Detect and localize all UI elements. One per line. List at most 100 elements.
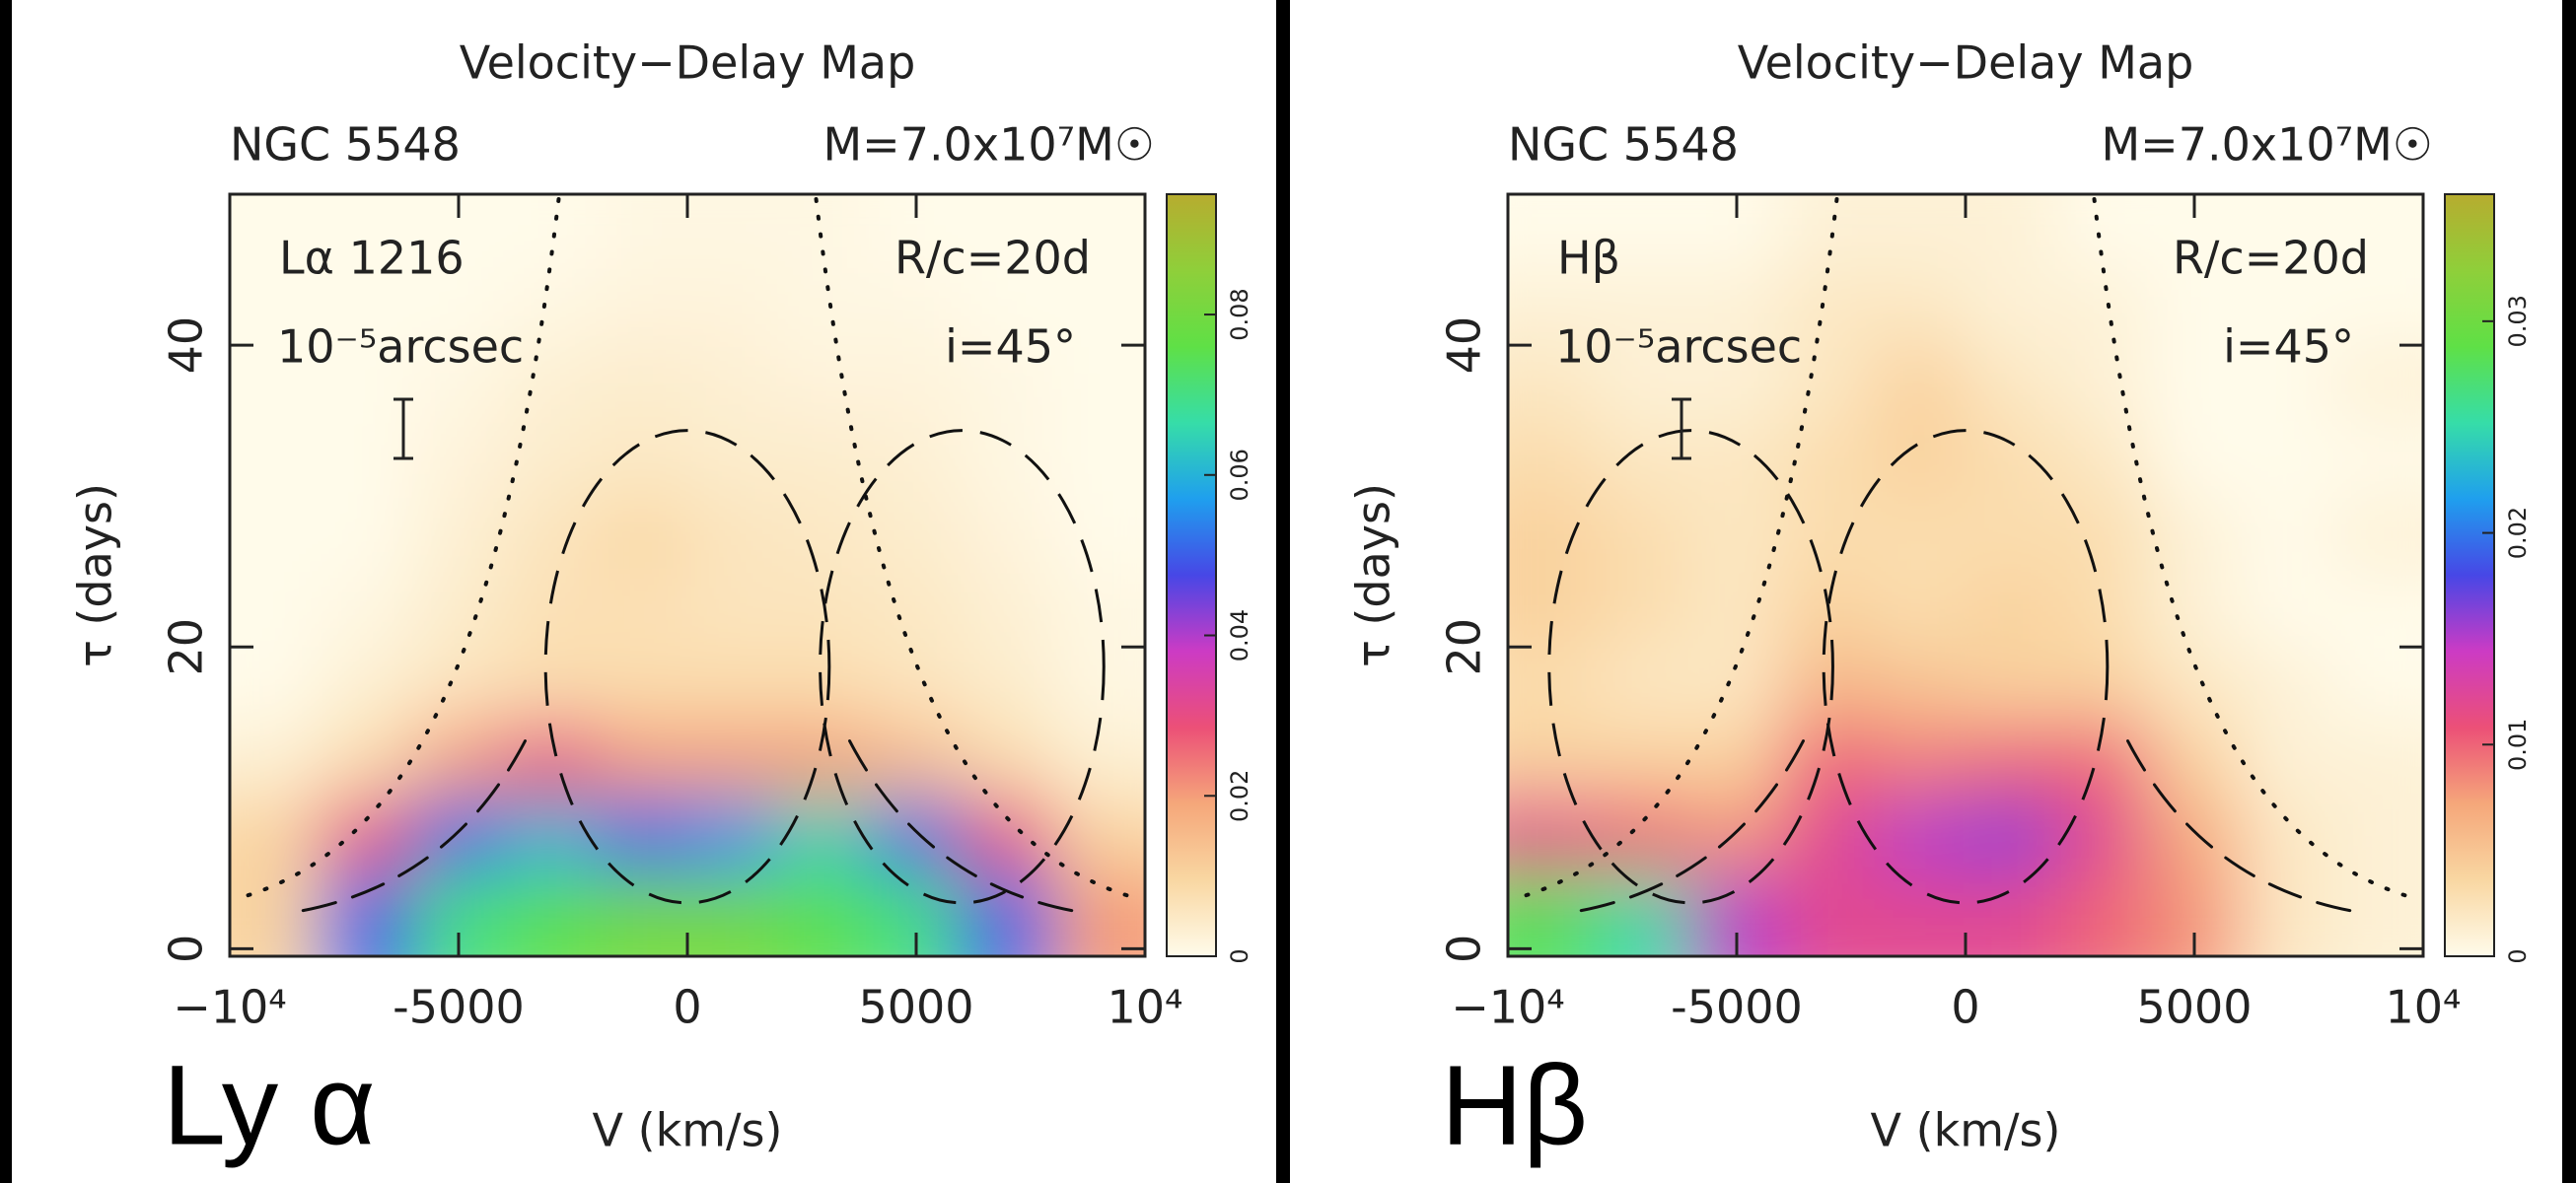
heatmap-cell [595, 570, 688, 649]
heatmap-cell [777, 268, 872, 347]
heatmap-cell [2330, 495, 2423, 573]
heatmap-cell [2330, 871, 2423, 956]
heatmap-cell [1873, 268, 1967, 347]
model-ellipse [1822, 429, 2110, 905]
heatmap-cell [1598, 344, 1692, 422]
heatmap-cell [686, 268, 780, 347]
heatmap-cell [961, 268, 1055, 347]
heatmap-cell [320, 344, 414, 422]
heatmap-cell [1052, 419, 1145, 498]
heatmap-cell [2055, 797, 2150, 874]
colorbar-tick-label: 0.02 [1226, 770, 1253, 822]
colorbar-tick-label: 0.08 [1226, 288, 1253, 340]
heatmap-cell [595, 797, 688, 874]
heatmap-cell [777, 194, 872, 270]
heatmap-cell [686, 797, 780, 874]
y-tick-label: 20 [1438, 618, 1491, 676]
heatmap-cell [1508, 194, 1600, 270]
heatmap-cell [595, 721, 688, 800]
heatmap-cell [320, 797, 414, 874]
y-tick-label: 20 [160, 618, 213, 676]
heatmap-cell [2147, 495, 2242, 573]
heatmap-cell [230, 194, 322, 270]
heatmap-cell [1965, 194, 2058, 270]
heatmap-cell [961, 495, 1055, 573]
heatmap-cell [1965, 797, 2058, 874]
x-tick-label: 0 [673, 981, 701, 1034]
heatmap-cell [503, 871, 598, 956]
heatmap-cell [1689, 344, 1784, 422]
object-name: NGC 5548 [1508, 118, 1739, 172]
heatmap-cell [1508, 646, 1600, 724]
error-bar [1672, 397, 1691, 460]
heatmap-cell [686, 721, 780, 800]
heatmap-cell [1965, 495, 2058, 573]
model-curve [2091, 194, 2407, 898]
heatmap-cell [2147, 646, 2242, 724]
heatmap-cell [1965, 344, 2058, 422]
heatmap-cell [230, 419, 322, 498]
heatmap-cell [1689, 495, 1784, 573]
heatmap-cell [2239, 871, 2333, 956]
heatmap-cell [1052, 797, 1145, 874]
y-tick-label: 0 [1438, 935, 1491, 963]
heatmap-cell [411, 495, 506, 573]
heatmap-cell [2055, 871, 2150, 956]
heatmap-cell [777, 419, 872, 498]
heatmap-cell [1873, 570, 1967, 649]
x-tick-label: −10⁴ [173, 981, 287, 1034]
heatmap-cell [595, 495, 688, 573]
heatmap-cell [2055, 268, 2150, 347]
model-curve [1524, 194, 1840, 898]
heatmap-cell [230, 797, 322, 874]
heatmap-cell [320, 721, 414, 800]
heatmap-cell [595, 344, 688, 422]
heatmap [1508, 194, 2423, 956]
heatmap-cell [2239, 268, 2333, 347]
colorbar [2444, 193, 2495, 957]
heatmap-cell [2239, 797, 2333, 874]
heatmap-cell [503, 194, 598, 270]
heatmap-cell [961, 344, 1055, 422]
heatmap-cell [503, 268, 598, 347]
heatmap-cell [503, 495, 598, 573]
heatmap-cell [1598, 268, 1692, 347]
heatmap-cell [2239, 344, 2333, 422]
heatmap-cell [595, 268, 688, 347]
heatmap-cell [1598, 871, 1692, 956]
colorbar-tick-label: 0.02 [2504, 507, 2532, 559]
heatmap-cell [1781, 797, 1876, 874]
heatmap-cell [1873, 194, 1967, 270]
heatmap-cell [1598, 721, 1692, 800]
heatmap-cell [2147, 419, 2242, 498]
mass-label: M=7.0x10⁷M☉ [2101, 118, 2433, 172]
heatmap-cell [503, 570, 598, 649]
object-name: NGC 5548 [230, 118, 461, 172]
annotation: R/c=20d [894, 232, 1091, 285]
model-curve [301, 726, 534, 913]
heatmap-cell [1965, 419, 2058, 498]
annotation: Hβ [1557, 232, 1620, 285]
heatmap-cell [2330, 797, 2423, 874]
heatmap-cell [869, 268, 964, 347]
heatmap-cell [1598, 194, 1692, 270]
heatmap-cell [1052, 646, 1145, 724]
heatmap-cell [961, 646, 1055, 724]
heatmap-cell [1508, 419, 1600, 498]
heatmap-cell [961, 721, 1055, 800]
heatmap-cell [230, 646, 322, 724]
x-tick-label: 5000 [858, 981, 973, 1034]
heatmap-cell [869, 344, 964, 422]
heatmap-cell [1052, 268, 1145, 347]
heatmap-cell [320, 194, 414, 270]
annotation: i=45° [2223, 320, 2354, 374]
heatmap-cell [686, 344, 780, 422]
x-tick-label: 10⁴ [1108, 981, 1183, 1034]
heatmap-cell [1508, 570, 1600, 649]
heatmap-cell [1508, 871, 1600, 956]
annotation: R/c=20d [2173, 232, 2369, 285]
heatmap-cell [777, 797, 872, 874]
heatmap-cell [1508, 495, 1600, 573]
colorbar-tick-label: 0.03 [2504, 295, 2532, 347]
